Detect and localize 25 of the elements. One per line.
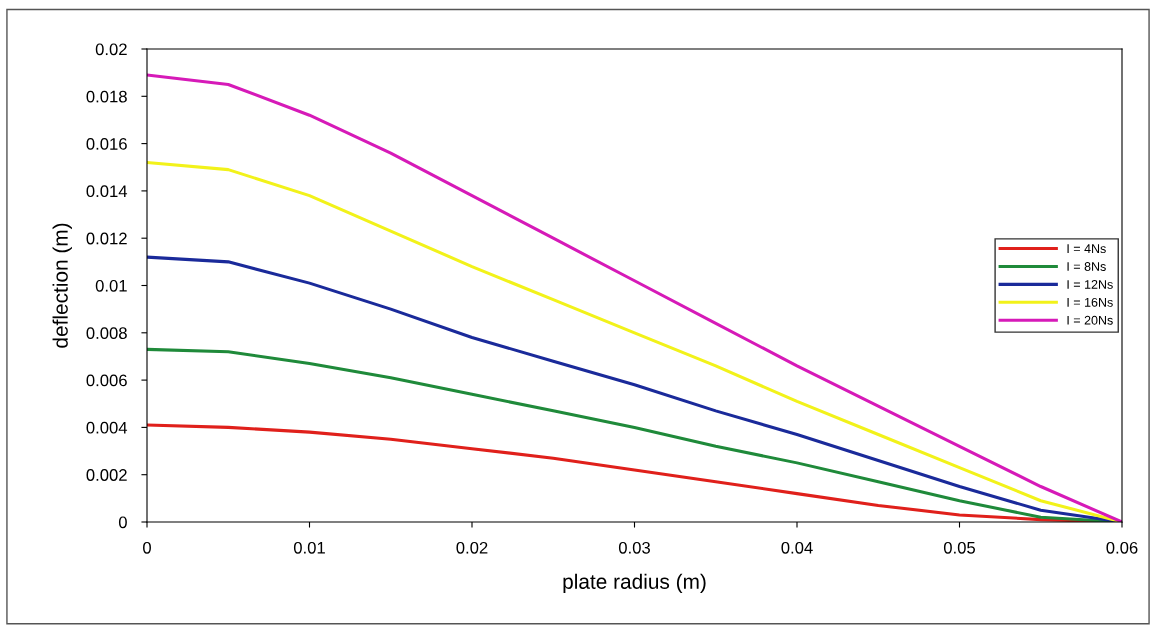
y-tick-label: 0.012 [86, 232, 127, 245]
y-tick-label: 0.016 [86, 138, 127, 150]
y-tick-label: 0 [118, 516, 127, 529]
legend-label: I = 12Ns [1067, 280, 1113, 289]
legend-label: I = 16Ns [1067, 297, 1113, 307]
x-tick-label: 0.02 [456, 541, 488, 554]
x-tick-label: 0.01 [293, 541, 325, 554]
y-tick-label: 0.014 [86, 185, 128, 198]
y-axis-title: deflection (m) [52, 223, 72, 348]
y-tick-label: 0.018 [86, 90, 127, 103]
y-tick-label: 0.02 [95, 43, 127, 56]
legend-label: I = 20Ns [1067, 315, 1113, 325]
x-tick-label: 0.03 [618, 541, 650, 554]
y-tick-label: 0.008 [86, 327, 127, 339]
legend-label: I = 8Ns [1067, 262, 1106, 271]
y-tick-label: 0.004 [86, 421, 128, 434]
y-tick-label: 0.006 [86, 374, 127, 387]
x-axis-title: plate radius (m) [563, 573, 706, 594]
x-tick-label: 0 [143, 541, 151, 554]
x-tick-label: 0.06 [1106, 541, 1138, 554]
legend-label: I = 4Ns [1067, 244, 1106, 254]
y-tick-label: 0.002 [86, 469, 127, 481]
x-tick-label: 0.05 [943, 541, 976, 554]
x-tick-label: 0.04 [781, 541, 813, 554]
y-tick-label: 0.01 [95, 279, 127, 292]
